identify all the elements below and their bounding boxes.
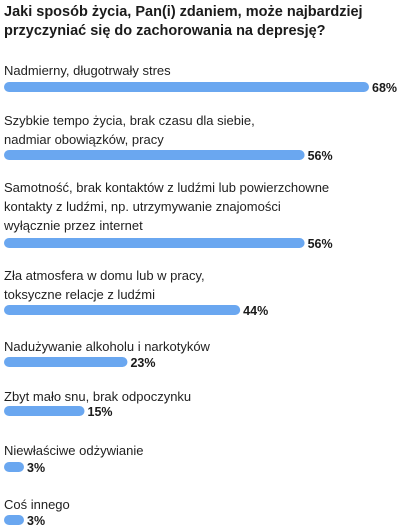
bar xyxy=(4,305,241,315)
value-label: 3% xyxy=(27,461,45,475)
category-label: Szybkie tempo życia, brak czasu dla sieb… xyxy=(4,113,255,128)
category-label: Niewłaściwe odżywianie xyxy=(4,443,143,458)
bar xyxy=(4,462,24,472)
category-label: nadmiar obowiązków, pracy xyxy=(4,132,164,147)
value-label: 3% xyxy=(27,514,45,527)
value-label: 15% xyxy=(88,405,113,419)
value-label: 44% xyxy=(243,304,268,318)
category-label: wyłącznie przez internet xyxy=(3,218,143,233)
category-label: toksyczne relacje z ludźmi xyxy=(4,287,155,302)
chart-title: Jaki sposób życia, Pan(i) zdaniem, może … xyxy=(4,4,363,39)
value-label: 68% xyxy=(372,81,397,95)
value-label: 23% xyxy=(130,356,155,370)
category-label: Zła atmosfera w domu lub w pracy, xyxy=(4,268,205,283)
value-label: 56% xyxy=(308,237,333,251)
category-label: Nadmierny, długotrwały stres xyxy=(4,63,171,78)
bar xyxy=(4,515,24,525)
bar xyxy=(4,150,305,160)
category-label: Samotność, brak kontaktów z ludźmi lub p… xyxy=(4,180,329,195)
category-label: Zbyt mało snu, brak odpoczynku xyxy=(4,389,191,404)
bar xyxy=(4,238,305,248)
category-label: Nadużywanie alkoholu i narkotyków xyxy=(4,339,211,354)
bar xyxy=(4,406,85,416)
bar xyxy=(4,357,128,367)
category-label: kontakty z ludźmi, np. utrzymywanie znaj… xyxy=(4,199,281,214)
bar xyxy=(4,82,369,92)
category-label: Coś innego xyxy=(4,497,70,512)
value-label: 56% xyxy=(308,149,333,163)
